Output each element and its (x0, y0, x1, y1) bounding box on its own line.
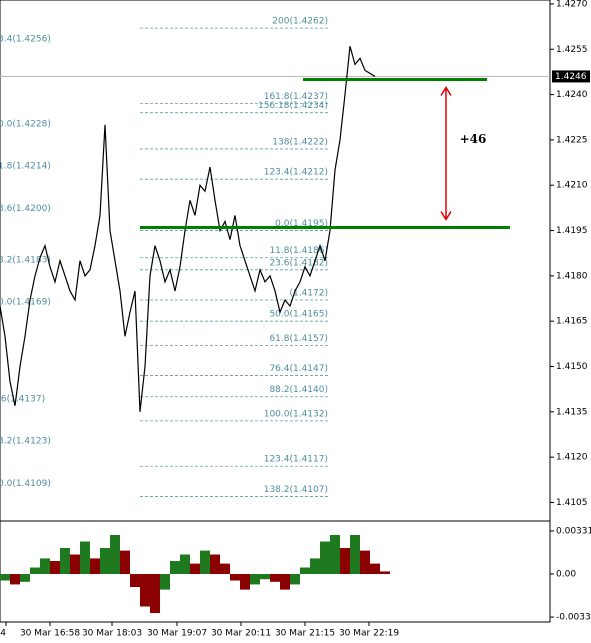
y-tick-label: 0.00 (556, 570, 576, 580)
fib-label: 88.2(1.4140) (269, 385, 328, 395)
oscillator-bar (0, 574, 10, 581)
y-tick-label: 1.4240 (556, 90, 588, 100)
oscillator-bar (80, 541, 90, 575)
fib-label: 11.8(1.4186) (269, 246, 328, 256)
oscillator-bar (110, 535, 120, 575)
fib-label: 161.8(1.4237) (264, 92, 328, 102)
y-tick-label: 1.4135 (556, 407, 588, 417)
oscillator-bar (230, 574, 240, 581)
oscillator-bar (250, 574, 260, 585)
oscillator-bar (50, 561, 60, 575)
oscillator-bar (170, 561, 180, 575)
y-tick-label: 1.4150 (556, 362, 588, 372)
current-price-label: 1.4246 (555, 72, 587, 82)
y-tick-label: 1.4255 (556, 45, 588, 55)
oscillator-bar (360, 550, 370, 575)
fib-label: 0.0(1.4228) (0, 119, 51, 129)
fib-label: 138.2(1.4107) (264, 485, 328, 495)
oscillator-bar (370, 563, 380, 575)
oscillator-bar (60, 548, 70, 575)
fib-label: 3.2(1.4183) (0, 255, 51, 265)
oscillator-bar (210, 554, 220, 575)
x-tick-label: 30 Mar 18:03 (82, 629, 142, 639)
oscillator-bar (190, 563, 200, 575)
x-tick-label: 30 Mar 21:15 (275, 629, 335, 639)
oscillator-bar (180, 554, 190, 575)
fib-label: 0.0(1.4195) (275, 219, 328, 229)
oscillator-bar (380, 571, 390, 575)
fib-label: 123.4(1.4117) (264, 455, 328, 465)
y-tick-label: 1.4105 (556, 498, 588, 508)
y-tick-label: 1.4270 (556, 0, 588, 9)
oscillator-bar (160, 574, 170, 590)
current-price-box (552, 70, 590, 83)
fib-label: 200(1.4262) (272, 17, 328, 27)
y-tick-label: 1.4210 (556, 181, 588, 191)
fib-label: 76.4(1.4147) (269, 364, 328, 374)
x-tick-label: 54 (0, 629, 6, 639)
oscillator-bar (30, 567, 40, 575)
fib-label: 100.0(1.4132) (264, 409, 328, 419)
fib-label: 3.6(1.4200) (0, 204, 51, 214)
fib-label: 123.4(1.4212) (264, 168, 328, 178)
price-line (0, 46, 376, 412)
fib-label: 23.6(1.4182) (269, 258, 328, 268)
oscillator-bar (300, 567, 310, 575)
oscillator-bar (70, 554, 80, 575)
oscillator-bar (10, 574, 20, 585)
oscillator-bar (330, 535, 340, 575)
oscillator-bar (240, 574, 250, 590)
y-tick-label: 1.4225 (556, 135, 588, 145)
arrow-head (440, 211, 452, 221)
oscillator-bar (350, 535, 360, 575)
y-tick-label: 1.4180 (556, 271, 588, 281)
fib-label: 50.0(1.4165) (269, 310, 328, 320)
x-tick-label: 30 Mar 22:19 (339, 629, 399, 639)
oscillator-bar (120, 550, 130, 575)
oscillator-bar (340, 548, 350, 575)
fib-label: 1.8(1.4214) (0, 162, 51, 172)
oscillator-bar (200, 550, 210, 575)
fib-label: 3.2(1.4123) (0, 437, 51, 447)
oscillator-bar (40, 558, 50, 575)
y-tick-label: 1.4165 (556, 317, 588, 327)
fib-label: (1.4172) (289, 289, 328, 299)
y-tick-label: -0.00331 (556, 613, 591, 623)
oscillator-bar (310, 558, 320, 575)
oscillator-bar (290, 574, 300, 585)
fib-label: 61.8(1.4157) (269, 334, 328, 344)
fib-label: 0.0(1.4109) (0, 479, 51, 489)
fib-label: 156.18(1.4234) (258, 101, 328, 111)
oscillator-bar (20, 574, 30, 582)
arrow-head (440, 86, 452, 96)
fib-label: 0.0(1.4169) (0, 298, 51, 308)
oscillator-bar (270, 574, 280, 582)
y-tick-label: 1.4195 (556, 226, 588, 236)
oscillator-bar (220, 563, 230, 575)
annotation: +46 (460, 132, 487, 146)
y-tick-label: 1.4120 (556, 453, 588, 463)
oscillator-bar (90, 558, 100, 575)
x-tick-label: 30 Mar 20:11 (211, 629, 271, 639)
oscillator-bar (280, 574, 290, 590)
x-tick-label: 30 Mar 16:58 (20, 629, 80, 639)
oscillator-bar (100, 548, 110, 575)
x-tick-label: 30 Mar 19:07 (147, 629, 207, 639)
y-tick-label: 0.00331 (556, 526, 591, 536)
fib-label: .6(1.4137) (0, 394, 45, 404)
oscillator-bar (140, 574, 150, 607)
oscillator-bar (130, 574, 140, 588)
oscillator-bar (320, 541, 330, 575)
fib-label: 3.4(1.4256) (0, 35, 51, 45)
oscillator-bar (260, 574, 270, 580)
oscillator-bar (150, 574, 160, 614)
fib-label: 138(1.4222) (272, 137, 328, 147)
